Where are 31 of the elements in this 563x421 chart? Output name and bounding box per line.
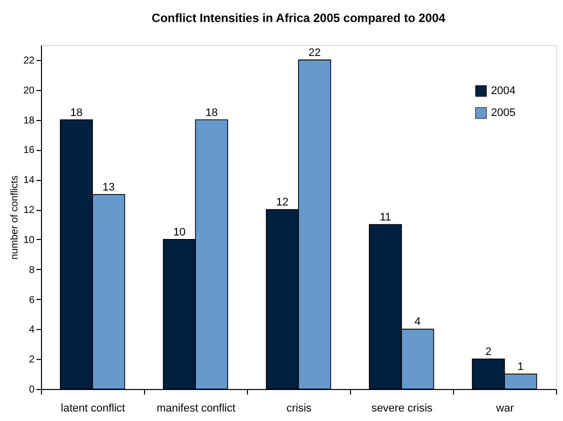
data-label: 18 [70, 106, 83, 119]
y-tick-label: 8 [28, 264, 35, 276]
x-tick-label: severe crisis [371, 402, 434, 414]
x-tick-label: war [495, 402, 514, 414]
y-tick-label: 10 [23, 234, 35, 246]
data-label: 1 [518, 361, 524, 374]
data-label: 22 [308, 46, 321, 59]
y-tick-label: 18 [23, 115, 35, 126]
legend-label: 2004 [491, 85, 516, 97]
y-tick-label: 0 [28, 384, 35, 396]
data-label: 13 [102, 182, 115, 194]
y-tick-label: 16 [23, 145, 35, 156]
chart-title: Conflict Intensities in Africa 2005 compared to 2004 [152, 11, 446, 25]
data-label: 10 [173, 226, 186, 238]
y-tick-label: 2 [28, 354, 35, 366]
data-label: 12 [276, 196, 289, 209]
data-label: 4 [414, 316, 421, 328]
y-tick-label: 6 [28, 294, 35, 306]
y-tick-label: 14 [23, 175, 35, 186]
y-tick-label: 12 [23, 205, 35, 216]
y-tick-label: 20 [23, 85, 35, 96]
y-tick-label: 22 [23, 55, 35, 66]
legend-label: 2005 [491, 107, 516, 119]
data-label: 11 [380, 211, 392, 224]
y-tick-label: 4 [28, 324, 35, 336]
x-tick-label: latent conflict [60, 402, 126, 414]
x-tick-label: crisis [286, 402, 312, 414]
data-label: 18 [205, 106, 218, 119]
y-axis-title: number of conflicts [9, 176, 20, 260]
x-tick-label: manifest conflict [156, 402, 236, 414]
data-label: 2 [485, 346, 492, 358]
